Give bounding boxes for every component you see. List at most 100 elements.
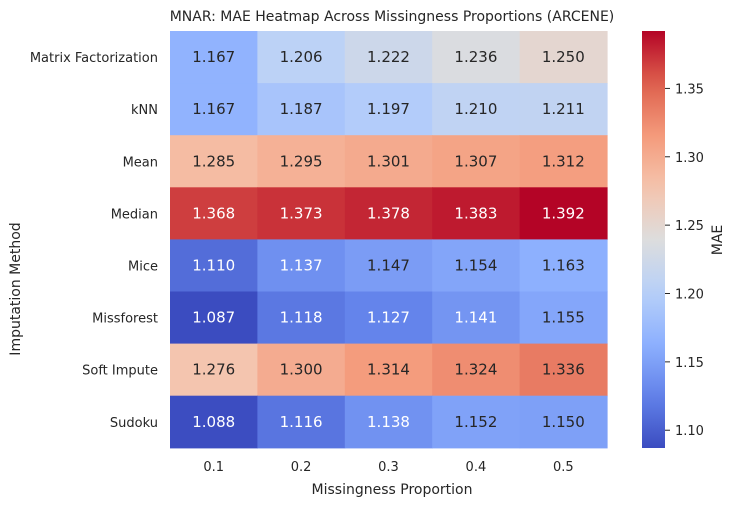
heatmap-cell [519,83,608,136]
cell-value-label: 1.155 [542,309,585,327]
colorbar-tick-label: 1.25 [675,219,704,234]
heatmap-cell [519,291,608,345]
heatmap-cells: 1.167 1.206 1.222 1.236 1.250 1.167 1.187 1.197… [170,31,608,449]
heatmap-cell [432,239,521,293]
cell-value-label: 1.163 [542,256,585,274]
x-tick-labels: 0.1 0.2 0.3 0.4 0.5 [203,460,573,475]
heatmap-cell [170,291,258,345]
cell-value-label: 1.187 [280,100,323,118]
heatmap-cell [257,83,346,136]
y-tick-label: kNN [131,103,158,118]
heatmap-cell [170,239,258,293]
cell-value-label: 1.116 [280,413,323,431]
heatmap-cell [257,343,346,397]
colorbar [642,31,665,448]
heatmap-cell [344,395,433,449]
cell-value-label: 1.197 [367,100,410,118]
heatmap-cell [344,291,433,345]
heatmap-cell [519,31,608,84]
heatmap-cell [257,135,346,188]
cell-value-label: 1.167 [192,48,235,66]
heatmap-cell [344,187,433,240]
heatmap-cell [257,291,346,345]
cell-value-label: 1.110 [192,256,235,274]
heatmap-cell [519,239,608,293]
cell-value-label: 1.307 [454,152,497,170]
cell-value-label: 1.336 [542,361,585,379]
cell-value-label: 1.087 [192,309,235,327]
cell-value-label: 1.211 [542,100,585,118]
heatmap-cell [170,31,258,84]
x-axis-label: Missingness Proportion [312,482,473,498]
cell-value-label: 1.138 [367,413,410,431]
y-tick-label: Sudoku [110,416,158,431]
heatmap-cell [344,83,433,136]
cell-value-label: 1.150 [542,413,585,431]
colorbar-label: MAE [710,225,726,256]
heatmap-cell [432,395,521,449]
y-tick-label: Mean [123,155,158,170]
cell-value-label: 1.206 [280,48,323,66]
cell-value-label: 1.210 [454,100,497,118]
heatmap-cell [432,31,521,84]
y-tick-label: Soft Impute [82,364,158,379]
heatmap-cell [519,395,608,449]
chart-title: MNAR: MAE Heatmap Across Missingness Pro… [170,9,615,25]
colorbar-tick-label: 1.20 [675,288,704,303]
cell-value-label: 1.285 [192,152,235,170]
heatmap-cell [432,187,521,240]
cell-value-label: 1.147 [367,256,410,274]
heatmap-cell [519,135,608,188]
cell-value-label: 1.152 [454,413,497,431]
cell-value-label: 1.236 [454,48,497,66]
cell-value-label: 1.167 [192,100,235,118]
colorbar-ticks: 1.10 1.15 1.20 1.25 1.30 1.35 [665,82,704,439]
heatmap-cell [170,395,258,449]
cell-value-label: 1.141 [454,309,497,327]
cell-value-label: 1.222 [367,48,410,66]
x-tick-label: 0.3 [378,460,399,475]
cell-value-label: 1.276 [192,361,235,379]
heatmap-cell [170,83,258,136]
cell-value-label: 1.137 [280,256,323,274]
colorbar-tick-label: 1.30 [675,151,704,166]
cell-value-label: 1.392 [542,204,585,222]
cell-value-label: 1.373 [280,204,323,222]
x-tick-label: 0.4 [466,460,487,475]
heatmap-cell [432,291,521,345]
heatmap-cell [432,343,521,397]
x-tick-label: 0.2 [291,460,312,475]
heatmap-cell [432,83,521,136]
heatmap-cell [344,31,433,84]
heatmap-cell [519,343,608,397]
heatmap-cell [170,135,258,188]
heatmap-cell [257,187,346,240]
cell-value-label: 1.314 [367,361,410,379]
cell-value-label: 1.088 [192,413,235,431]
y-tick-label: Median [111,207,158,222]
cell-value-label: 1.383 [454,204,497,222]
heatmap-cell [344,343,433,397]
x-tick-label: 0.1 [203,460,224,475]
cell-value-label: 1.312 [542,152,585,170]
heatmap-cell [432,135,521,188]
heatmap-cell [344,135,433,188]
heatmap-cell [257,31,346,84]
heatmap-cell [170,187,258,240]
heatmap-cell [257,395,346,449]
heatmap-cell [170,343,258,397]
y-axis-label: Imputation Method [8,222,24,355]
colorbar-tick-label: 1.15 [675,356,704,371]
cell-value-label: 1.118 [280,309,323,327]
heatmap-cell [257,239,346,293]
cell-value-label: 1.301 [367,152,410,170]
cell-value-label: 1.250 [542,48,585,66]
x-tick-label: 0.5 [553,460,574,475]
cell-value-label: 1.378 [367,204,410,222]
y-tick-label: Matrix Factorization [30,51,158,66]
cell-value-label: 1.154 [454,256,497,274]
cell-value-label: 1.300 [280,361,323,379]
y-tick-labels: Matrix Factorization kNN Mean Median Mice Mis… [30,51,158,431]
y-tick-label: Missforest [92,312,158,327]
